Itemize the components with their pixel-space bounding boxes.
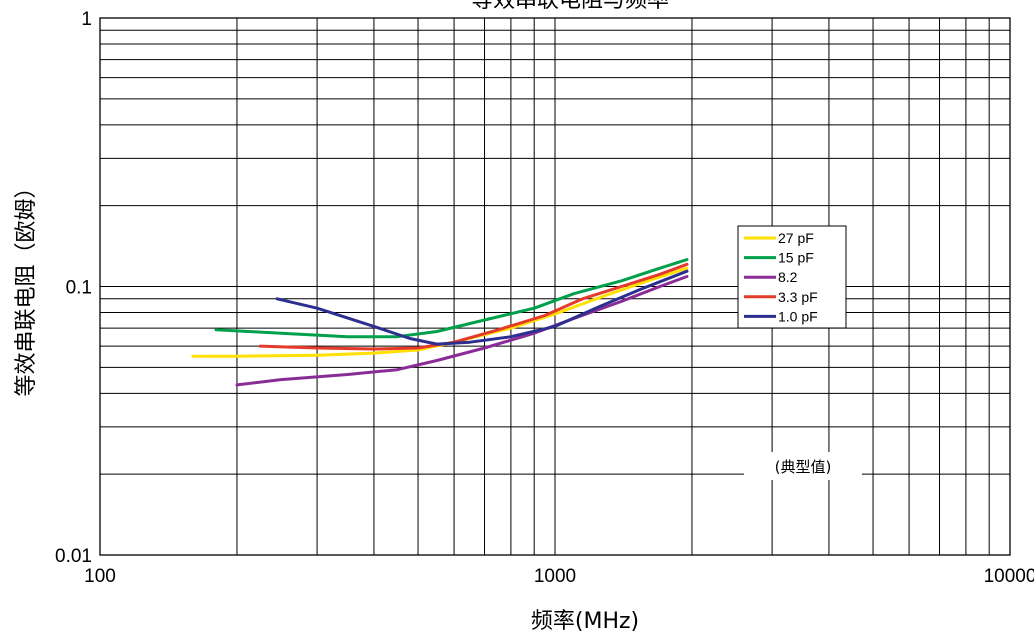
x-tick-label: 10000 [984,566,1034,587]
legend-entry: 15 pF [778,250,814,266]
legend-entry: 27 pF [778,230,814,246]
y-tick-label: 0.01 [55,546,92,567]
legend: 27 pF 15 pF 8.2 3.3 pF 1.0 pF [737,225,847,329]
plot-frame [99,17,1011,556]
y-axis-title: 等效串联电阻（欧姆） [14,176,39,396]
series-line [258,262,689,351]
series-lines [191,258,689,387]
legend-entry: 3.3 pF [778,289,818,305]
x-tick-label: 100 [84,566,116,587]
x-tick-label: 1000 [534,566,576,587]
y-tick-label: 0.1 [66,278,92,299]
series-line [235,275,689,387]
x-axis-title: 频率(MHz) [531,609,639,634]
annotation-typical: (典型值) [775,458,832,476]
chart-title: 等效串联电阻与频率 [471,0,669,13]
y-tick-label: 1 [81,9,92,30]
legend-entry: 8.2 [778,269,798,285]
tick-labels: 100 1000 10000 0.01 0.1 1 [55,9,1034,587]
grid [100,18,1010,555]
series-line [214,258,689,339]
series-line [275,269,689,346]
annotation-box: (典型值) [744,452,862,480]
legend-entry: 1.0 pF [778,308,818,324]
